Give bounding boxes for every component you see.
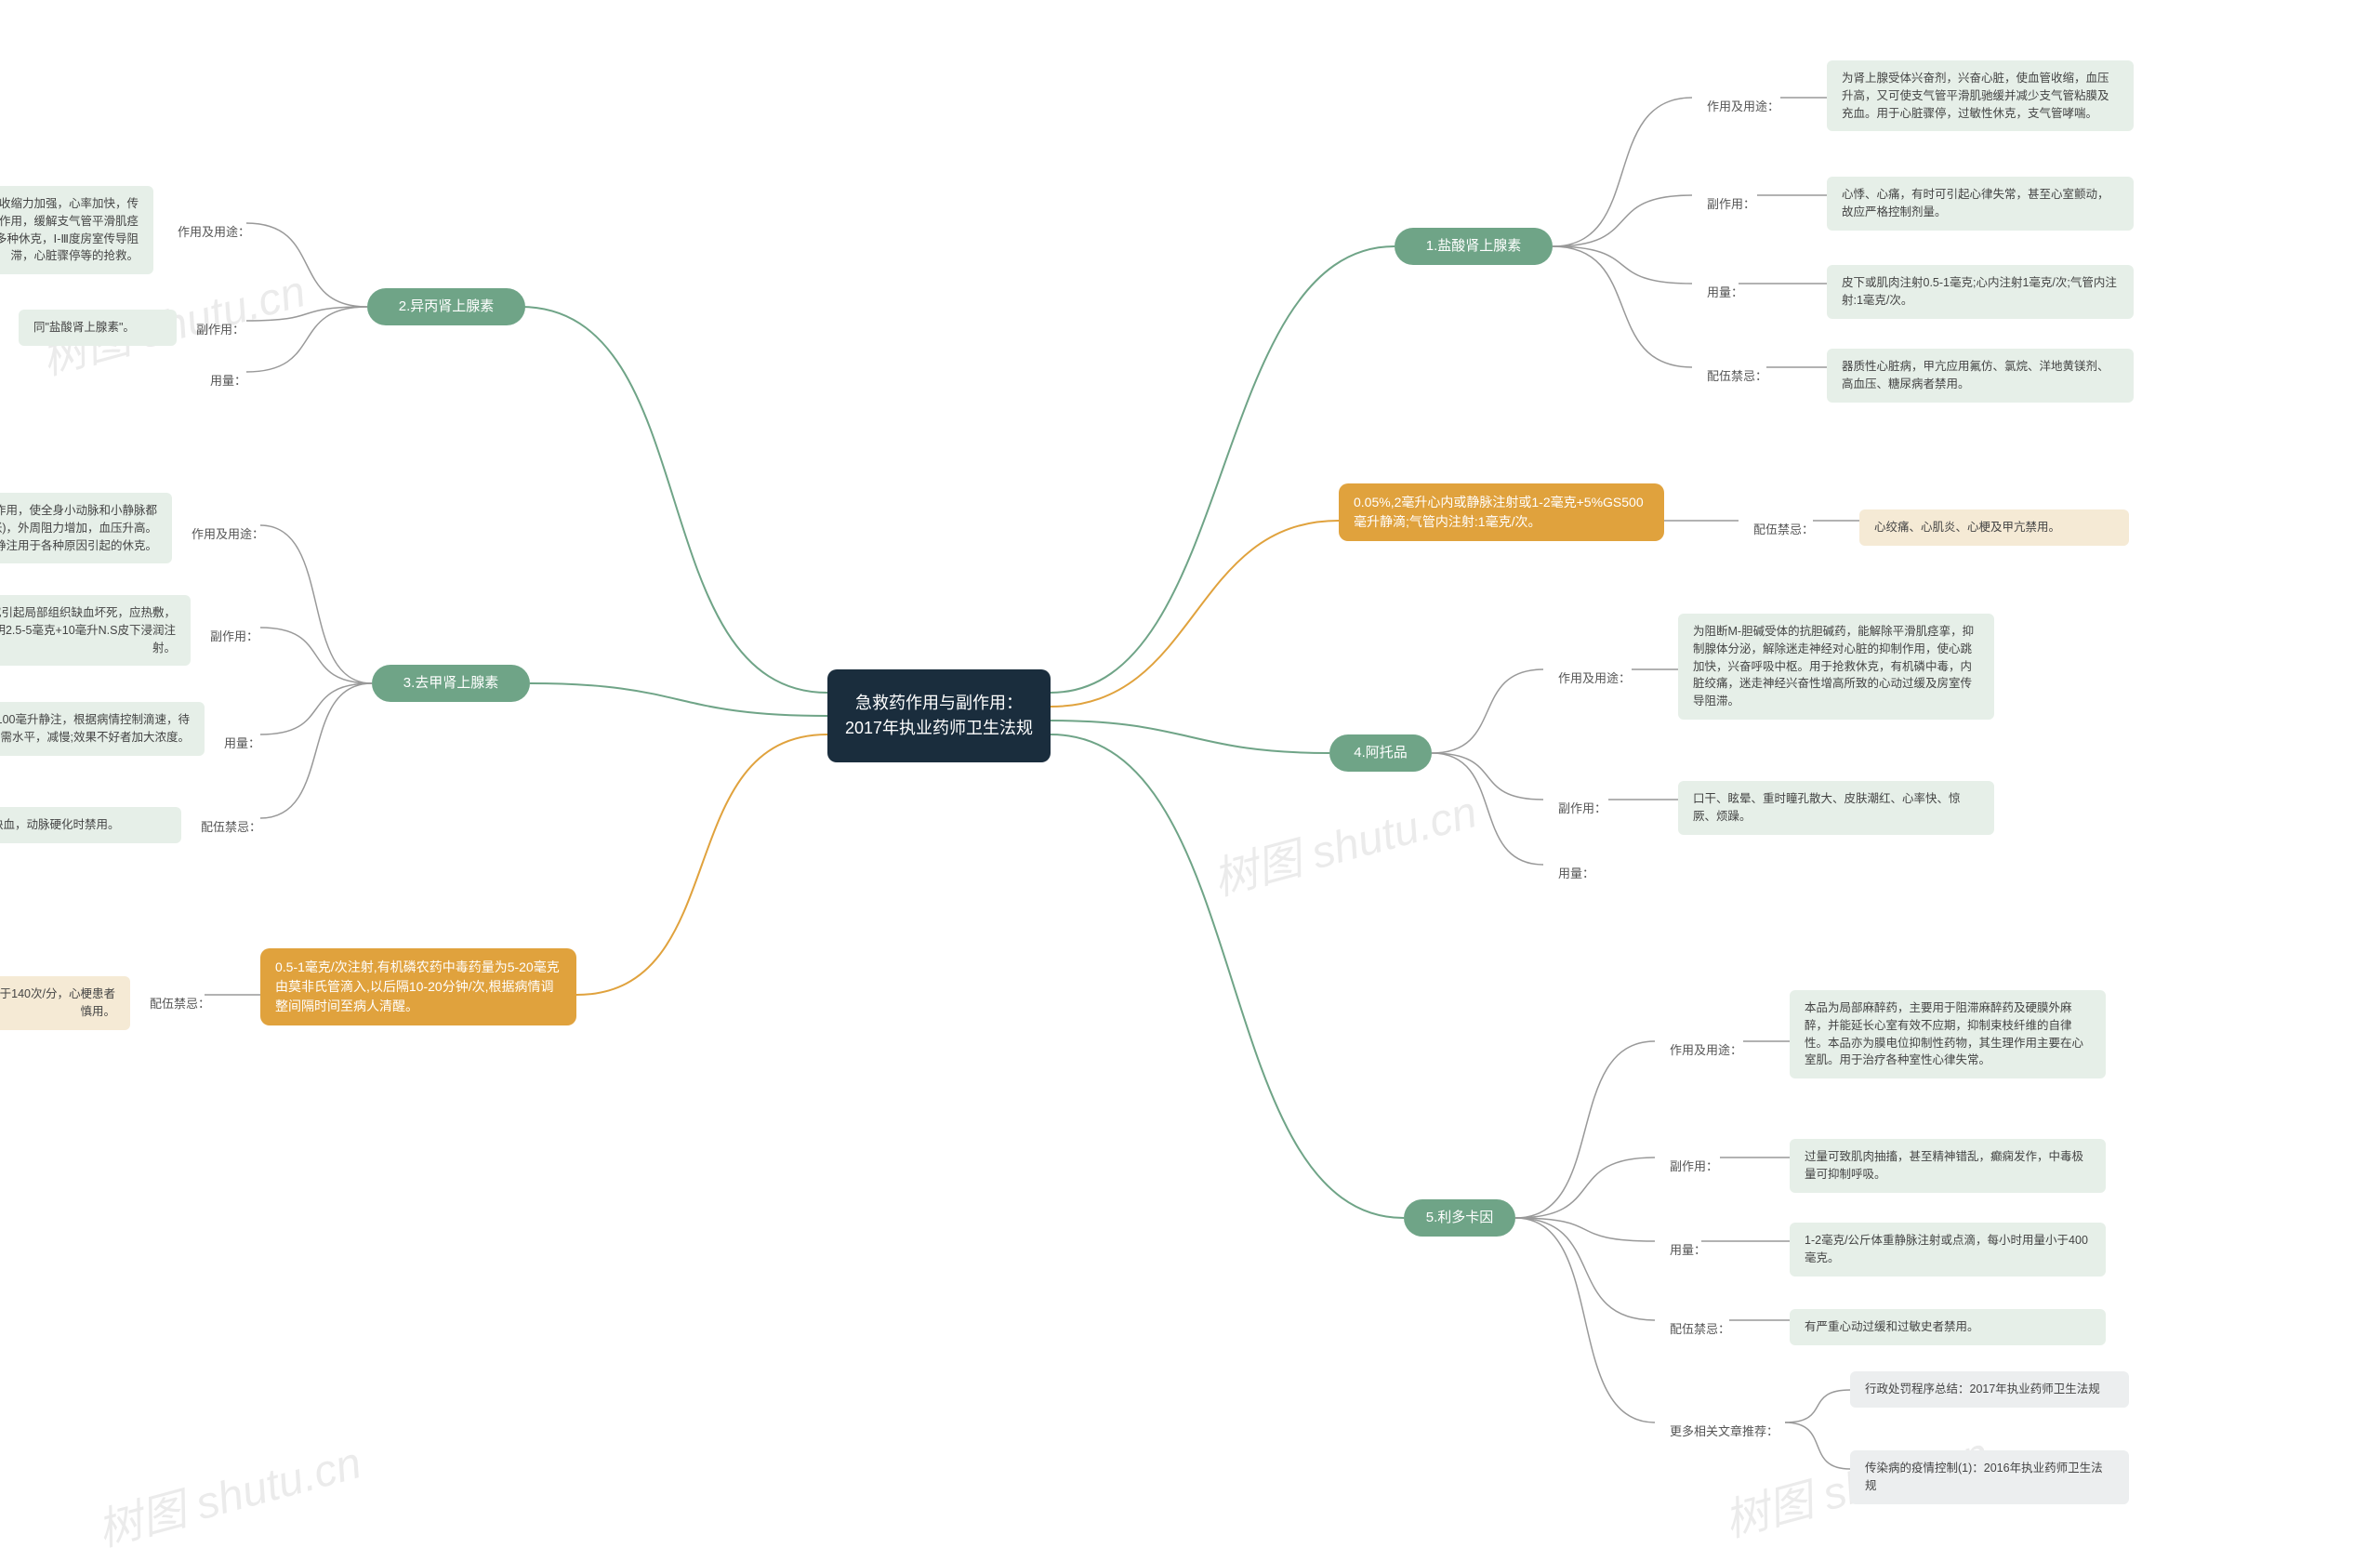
label-dose: 用量： bbox=[195, 363, 261, 400]
label-dose: 用量： bbox=[209, 725, 275, 762]
label-contra: 配伍禁忌： bbox=[186, 809, 276, 846]
s1-side: 心悸、心痛，有时可引起心律失常，甚至心室颤动，故应严格控制剂量。 bbox=[1827, 177, 2134, 231]
label-side: 副作用： bbox=[195, 618, 273, 655]
label-dose: 用量： bbox=[1655, 1232, 1721, 1269]
root-node: 急救药作用与副作用：2017年执业药师卫生法规 bbox=[827, 669, 1051, 762]
label-side: 副作用： bbox=[1655, 1148, 1733, 1185]
label-dose: 用量： bbox=[1543, 855, 1609, 893]
label-contra: 配伍禁忌： bbox=[1655, 1311, 1745, 1348]
y2-contra: 原发性青光眼禁用，心率大于140次/分，心梗患者慎用。 bbox=[0, 976, 130, 1030]
s1-contra: 器质性心脏病，甲亢应用氟仿、氯烷、洋地黄镁剂、高血压、糖尿病者禁用。 bbox=[1827, 349, 2134, 403]
label-more: 更多相关文章推荐： bbox=[1655, 1413, 1793, 1450]
label-dose: 用量： bbox=[1692, 274, 1758, 311]
s4-side: 口干、眩晕、重时瞳孔散大、皮肤潮红、心率快、惊厥、烦躁。 bbox=[1678, 781, 1994, 835]
section-5: 5.利多卡因 bbox=[1404, 1199, 1515, 1237]
section-1: 1.盐酸肾上腺素 bbox=[1395, 228, 1553, 265]
label-contra: 配伍禁忌： bbox=[135, 986, 225, 1023]
label-usage: 作用及用途： bbox=[163, 214, 265, 251]
root-title: 急救药作用与副作用：2017年执业药师卫生法规 bbox=[842, 691, 1036, 741]
yellow-2: 0.5-1毫克/次注射,有机磷农药中毒药量为5-20毫克由莫非氏管滴入,以后隔1… bbox=[260, 948, 576, 1025]
s5-more2: 传染病的疫情控制(1)：2016年执业药师卫生法规 bbox=[1850, 1450, 2129, 1504]
label-usage: 作用及用途： bbox=[177, 516, 279, 553]
s3-usage: 具有很强的血管收缩作用，使全身小动脉和小静脉都收缩(但冠状血管扩张)，外周阻力增… bbox=[0, 493, 172, 563]
label-side: 副作用： bbox=[1692, 186, 1770, 223]
s1-dose: 皮下或肌肉注射0.5-1毫克;心内注射1毫克/次;气管内注射:1毫克/次。 bbox=[1827, 265, 2134, 319]
s3-side: 静注时药液外漏或引起局部组织缺血坏死，应热敷，也可用酚妥拉明2.5-5毫克+10… bbox=[0, 595, 191, 666]
section-4: 4.阿托品 bbox=[1329, 734, 1432, 772]
s4-usage: 为阻断M-胆碱受体的抗胆碱药，能解除平滑肌痉挛，抑制腺体分泌，解除迷走神经对心脏… bbox=[1678, 614, 1994, 720]
label-usage: 作用及用途： bbox=[1543, 660, 1646, 697]
watermark: 树图 shutu.cn bbox=[89, 1426, 367, 1559]
label-side: 副作用： bbox=[1543, 790, 1621, 827]
section-3: 3.去甲肾上腺素 bbox=[372, 665, 530, 702]
section-2: 2.异丙肾上腺素 bbox=[367, 288, 525, 325]
s5-contra: 有严重心动过缓和过敏史者禁用。 bbox=[1790, 1309, 2106, 1345]
s3-dose: 1-2毫克+5%GS100毫升静注，根据病情控制滴速，待血压上升至所需水平，减慢… bbox=[0, 702, 205, 756]
s2-side: 同"盐酸肾上腺素"。 bbox=[19, 310, 177, 346]
s5-dose: 1-2毫克/公斤体重静脉注射或点滴，每小时用量小于400毫克。 bbox=[1790, 1223, 2106, 1277]
s5-usage: 本品为局部麻醉药，主要用于阻滞麻醉药及硬膜外麻醉，并能延长心室有效不应期，抑制束… bbox=[1790, 990, 2106, 1078]
label-contra: 配伍禁忌： bbox=[1739, 511, 1829, 549]
label-side: 副作用： bbox=[181, 311, 259, 349]
watermark: 树图 shutu.cn bbox=[1205, 775, 1483, 908]
s5-more1: 行政处罚程序总结：2017年执业药师卫生法规 bbox=[1850, 1371, 2129, 1408]
label-contra: 配伍禁忌： bbox=[1692, 358, 1782, 395]
s2-usage: 为β受体兴奋剂，使心收缩力加强，心率加快，传导加速，对血管有扩张作用，缓解支气管… bbox=[0, 186, 153, 274]
s5-side: 过量可致肌肉抽搐，甚至精神错乱，癫痫发作，中毒极量可抑制呼吸。 bbox=[1790, 1139, 2106, 1193]
s1-usage: 为肾上腺受体兴奋剂，兴奋心脏，使血管收缩，血压升高，又可使支气管平滑肌驰缓并减少… bbox=[1827, 60, 2134, 131]
y1-contra: 心绞痛、心肌炎、心梗及甲亢禁用。 bbox=[1859, 509, 2129, 546]
s3-contra: 高血压，心肌缺血，动脉硬化时禁用。 bbox=[0, 807, 181, 843]
label-usage: 作用及用途： bbox=[1692, 88, 1794, 126]
yellow-1: 0.05%,2毫升心内或静脉注射或1-2毫克+5%GS500毫升静滴;气管内注射… bbox=[1339, 483, 1664, 541]
label-usage: 作用及用途： bbox=[1655, 1032, 1757, 1069]
